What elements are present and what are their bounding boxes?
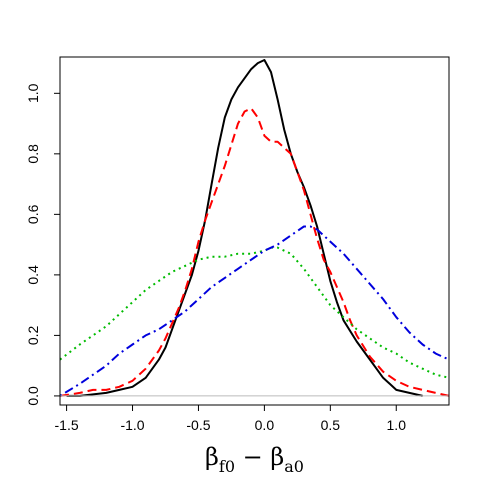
density-series-3	[59, 246, 450, 379]
y-tick-label: 0.0	[25, 386, 41, 406]
x-label-beta-1: β	[205, 443, 219, 471]
x-tick-label: 1.0	[387, 417, 407, 433]
series-layer	[59, 59, 450, 397]
density-series-4	[59, 225, 450, 397]
x-tick-label: -1.5	[55, 417, 79, 433]
x-tick-label: 0.0	[255, 417, 275, 433]
x-label-beta-2: β	[270, 443, 284, 471]
plot-frame	[59, 56, 450, 406]
x-axis-label: βf0 − βa0	[205, 443, 304, 476]
y-tick-label: 0.2	[25, 325, 41, 345]
y-tick-label: 0.4	[25, 265, 41, 285]
x-tick-label: -0.5	[186, 417, 210, 433]
density-series-2	[59, 107, 450, 397]
y-tick-label: 0.8	[25, 144, 41, 164]
x-tick-label: -1.0	[120, 417, 144, 433]
y-tick-label: 0.6	[25, 204, 41, 224]
x-axis: -1.5 -1.0 -0.5 0.0 0.5 1.0	[55, 405, 407, 433]
density-series-1	[66, 59, 423, 397]
x-label-sub-2: a0	[284, 457, 304, 476]
y-tick-label: 1.0	[25, 83, 41, 103]
x-tick-label: 0.5	[321, 417, 341, 433]
x-label-sub-1: f0	[219, 457, 235, 476]
x-label-minus: −	[235, 443, 270, 471]
y-axis: 0.0 0.2 0.4 0.6 0.8 1.0	[25, 83, 60, 406]
